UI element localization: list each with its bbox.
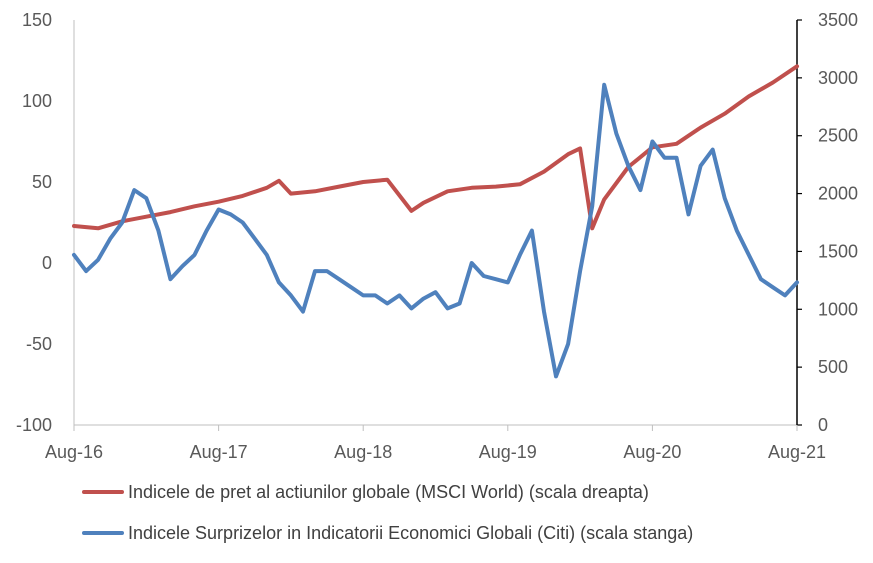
x-axis-tick-label: Aug-19 [479,442,537,462]
legend: Indicele de pret al actiunilor globale (… [82,482,693,543]
axes [73,20,798,426]
right-axis-tick-label: 3500 [818,10,858,30]
left-axis-tick-label: -100 [16,415,52,435]
left-axis-tick-label: 0 [42,253,52,273]
x-axis-tick-label: Aug-17 [190,442,248,462]
right-axis-tick-label: 0 [818,415,828,435]
x-axis-tick-label: Aug-16 [45,442,103,462]
right-axis-tick-label: 1500 [818,241,858,261]
x-axis-tick-label: Aug-21 [768,442,826,462]
x-axis-tick-label: Aug-18 [334,442,392,462]
x-axis-ticks: Aug-16 Aug-17 Aug-18 Aug-19 Aug-20 Aug-21 [45,425,826,462]
series-lines [72,64,799,379]
right-axis-tick-label: 2000 [818,184,858,204]
right-axis-tick-label: 3000 [818,68,858,88]
legend-label: Indicele de pret al actiunilor globale (… [128,482,649,502]
series-line-citi-surprise [72,82,799,379]
series-line-msci-world [72,64,799,231]
left-axis-tick-label: 150 [22,10,52,30]
left-axis-tick-label: -50 [26,334,52,354]
right-axis-ticks: 3500 3000 2500 2000 1500 1000 500 0 [797,10,858,435]
left-axis-ticks: 150 100 50 0 -50 -100 [16,10,52,435]
right-axis-tick-label: 2500 [818,126,858,146]
left-axis-tick-label: 100 [22,91,52,111]
left-axis-tick-label: 50 [32,172,52,192]
x-axis-tick-label: Aug-20 [623,442,681,462]
right-axis-tick-label: 1000 [818,299,858,319]
right-axis-tick-label: 500 [818,357,848,377]
legend-label: Indicele Surprizelor in Indicatorii Econ… [128,523,693,543]
